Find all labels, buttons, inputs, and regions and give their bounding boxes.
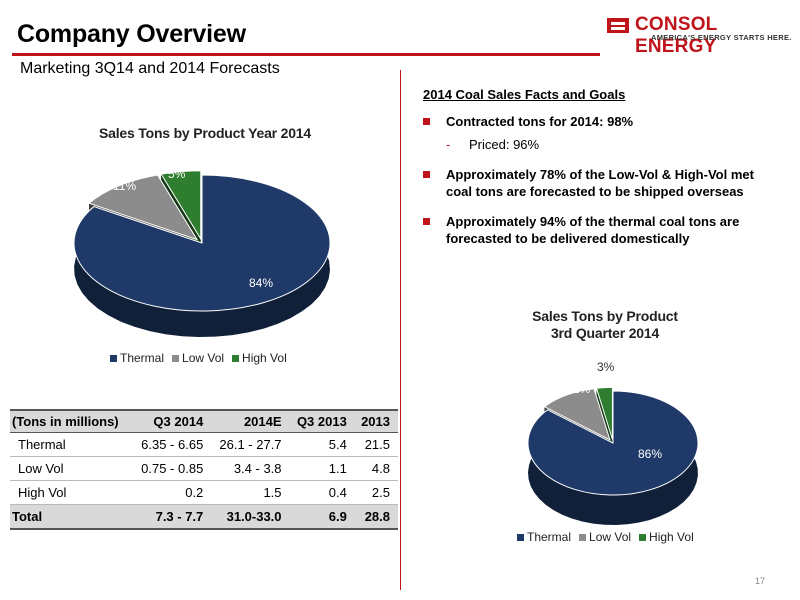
table-header-row: (Tons in millions) Q3 2014 2014E Q3 2013… [10,409,398,433]
legend-label: Low Vol [182,351,225,365]
legend-swatch-lowvol [579,533,587,541]
pie2-label-highvol: 3% [597,360,615,374]
pie-chart-year-2014 [73,170,331,337]
chart1-title: Sales Tons by Product Year 2014 [99,125,311,141]
fact-bullet: Approximately 94% of the thermal coal to… [423,213,773,247]
pie-slice-lowvol [543,388,611,441]
pie-slice-thermal [527,390,699,496]
table-header: Q3 2013 [289,409,355,433]
table-cell: 0.75 - 0.85 [133,456,212,481]
table-cell: Total [10,504,134,530]
legend-swatch-highvol [232,354,240,362]
table-cell: 0.2 [133,480,212,505]
pie1-label-lowvol: 11% [113,179,137,193]
legend-item-highvol: High Vol [232,351,287,365]
pie2-label-lowvol: 11% [567,382,591,396]
table-cell: 4.8 [354,456,398,481]
legend-swatch-thermal [517,533,524,541]
table-cell: 5.4 [289,432,355,457]
facts-title: 2014 Coal Sales Facts and Goals [423,87,626,102]
table-header: (Tons in millions) [10,409,134,433]
legend-swatch-highvol [639,533,647,541]
pie-slice-thermal [73,174,331,312]
fact-bullet: Contracted tons for 2014: 98% - Priced: … [423,113,773,153]
table-cell: 6.35 - 6.65 [133,432,212,457]
pie-slice-highvol [595,386,613,440]
dash-marker: - [446,137,451,152]
chart2-title-line2: 3rd Quarter 2014 [550,325,660,341]
table-header: 2014E [211,409,290,433]
fact-subtext: Priced: 96% [469,137,540,152]
chart2-title: Sales Tons by Product 3rd Quarter 2014 [490,308,720,342]
table-cell: 28.8 [354,504,398,530]
page-number: 17 [755,576,766,586]
logo-mark-icon [607,18,629,33]
table-total-row: Total 7.3 - 7.7 31.0-33.0 6.9 28.8 [10,504,398,530]
tonnage-table: (Tons in millions) Q3 2014 2014E Q3 2013… [10,409,398,530]
legend-item-thermal: Thermal [110,351,164,365]
title-divider [12,53,600,56]
logo-tagline: AMERICA'S ENERGY STARTS HERE. [651,33,792,42]
pie1-label-highvol: 5% [168,167,186,181]
table-cell: 0.4 [289,480,355,505]
table-cell: Low Vol [10,456,134,481]
fact-bullet: Approximately 78% of the Low-Vol & High-… [423,166,773,200]
table-header: Q3 2014 [133,409,212,433]
table-row: Low Vol 0.75 - 0.85 3.4 - 3.8 1.1 4.8 [10,456,398,481]
fact-subbullet: - Priced: 96% [446,136,773,153]
chart1-legend: Thermal Low Vol High Vol [110,351,287,365]
table-cell: 31.0-33.0 [211,504,290,530]
legend-swatch-lowvol [172,354,180,362]
pie-chart-q3-2014 [527,386,699,525]
table-cell: 1.1 [289,456,355,481]
pie2-label-thermal: 86% [638,447,663,461]
table-cell: High Vol [10,480,134,505]
chart2-title-line1: Sales Tons by Product [532,308,678,324]
legend-label: Thermal [527,530,572,544]
table-cell: Thermal [10,432,134,457]
table-cell: 2.5 [354,480,398,505]
pie1-label-thermal: 84% [249,276,274,290]
page-subtitle: Marketing 3Q14 and 2014 Forecasts [20,60,280,77]
chart2-legend: Thermal Low Vol High Vol [517,530,694,544]
table-row: Thermal 6.35 - 6.65 26.1 - 27.7 5.4 21.5 [10,432,398,457]
legend-swatch-thermal [110,354,117,362]
legend-item-thermal: Thermal [517,530,571,544]
pie-slice-highvol [160,170,202,241]
page-title: Company Overview [17,20,246,48]
table-cell: 3.4 - 3.8 [211,456,290,481]
legend-item-highvol: High Vol [639,530,694,544]
table-cell: 6.9 [289,504,355,530]
logo-wordmark: CONSOL ENERGY [635,14,718,57]
vertical-divider [400,70,401,590]
table-row: High Vol 0.2 1.5 0.4 2.5 [10,480,398,505]
fact-text: Contracted tons for 2014: 98% [446,114,634,129]
pie-slice-lowvol [88,174,199,241]
legend-label: High Vol [649,530,694,544]
legend-item-lowvol: Low Vol [172,351,224,365]
table-cell: 7.3 - 7.7 [133,504,212,530]
table-header: 2013 [354,409,398,433]
facts-list: Contracted tons for 2014: 98% - Priced: … [423,113,773,260]
table-cell: 1.5 [211,480,290,505]
table-cell: 26.1 - 27.7 [211,432,290,457]
legend-item-lowvol: Low Vol [579,530,631,544]
legend-label: High Vol [242,351,287,365]
legend-label: Thermal [120,351,165,365]
legend-label: Low Vol [589,530,632,544]
table-cell: 21.5 [354,432,398,457]
